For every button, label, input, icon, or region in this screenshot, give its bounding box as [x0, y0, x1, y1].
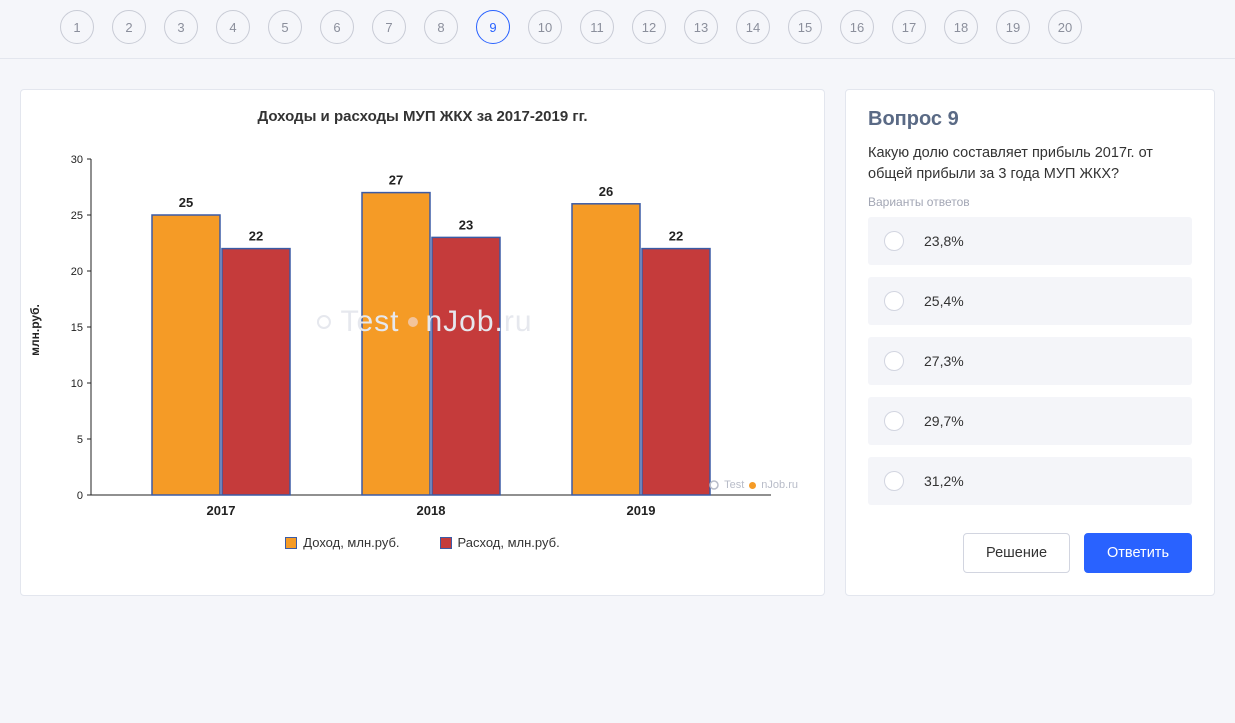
svg-text:10: 10: [71, 378, 83, 390]
radio-icon: [884, 351, 904, 371]
nav-item-14[interactable]: 14: [736, 10, 770, 44]
bar-chart: 0 5 10 15 20 25 30 25 22 2017 27 23 2018 26 22 2019: [41, 135, 781, 525]
option-label: 27,3%: [924, 353, 964, 369]
legend-label: Доход, млн.руб.: [303, 535, 399, 550]
main-content: Доходы и расходы МУП ЖКХ за 2017-2019 гг…: [0, 59, 1235, 626]
svg-text:22: 22: [669, 229, 683, 244]
nav-item-10[interactable]: 10: [528, 10, 562, 44]
radio-icon: [884, 291, 904, 311]
chart-title: Доходы и расходы МУП ЖКХ за 2017-2019 гг…: [41, 108, 804, 125]
nav-item-16[interactable]: 16: [840, 10, 874, 44]
nav-item-13[interactable]: 13: [684, 10, 718, 44]
nav-item-2[interactable]: 2: [112, 10, 146, 44]
nav-item-15[interactable]: 15: [788, 10, 822, 44]
question-nav: 1234567891011121314151617181920: [0, 0, 1235, 59]
legend-swatch: [440, 537, 452, 549]
question-title: Вопрос 9: [868, 108, 1192, 131]
radio-icon: [884, 471, 904, 491]
nav-item-20[interactable]: 20: [1048, 10, 1082, 44]
svg-text:20: 20: [71, 266, 83, 278]
svg-text:2017: 2017: [207, 503, 236, 518]
options-label: Варианты ответов: [868, 195, 1192, 209]
submit-button[interactable]: Ответить: [1084, 533, 1192, 573]
svg-text:5: 5: [77, 434, 83, 446]
nav-item-18[interactable]: 18: [944, 10, 978, 44]
radio-icon: [884, 231, 904, 251]
nav-item-9[interactable]: 9: [476, 10, 510, 44]
svg-text:0: 0: [77, 490, 83, 502]
svg-text:23: 23: [459, 217, 473, 232]
svg-text:25: 25: [71, 210, 83, 222]
chart-wrap: млн.руб. Test nJob.ru 051015202530252220…: [41, 135, 804, 525]
answer-option-5[interactable]: 31,2%: [868, 457, 1192, 505]
answer-option-2[interactable]: 25,4%: [868, 277, 1192, 325]
nav-item-5[interactable]: 5: [268, 10, 302, 44]
nav-item-4[interactable]: 4: [216, 10, 250, 44]
svg-text:26: 26: [599, 184, 613, 199]
svg-text:15: 15: [71, 322, 83, 334]
answer-option-1[interactable]: 23,8%: [868, 217, 1192, 265]
nav-item-6[interactable]: 6: [320, 10, 354, 44]
option-label: 29,7%: [924, 413, 964, 429]
answer-option-3[interactable]: 27,3%: [868, 337, 1192, 385]
svg-text:30: 30: [71, 154, 83, 166]
answer-option-4[interactable]: 29,7%: [868, 397, 1192, 445]
button-row: Решение Ответить: [868, 533, 1192, 573]
nav-item-11[interactable]: 11: [580, 10, 614, 44]
option-label: 23,8%: [924, 233, 964, 249]
svg-text:22: 22: [249, 229, 263, 244]
legend-item: Доход, млн.руб.: [285, 535, 399, 550]
svg-text:2018: 2018: [417, 503, 446, 518]
question-text: Какую долю составляет прибыль 2017г. от …: [868, 143, 1192, 185]
option-label: 25,4%: [924, 293, 964, 309]
nav-item-19[interactable]: 19: [996, 10, 1030, 44]
chart-card: Доходы и расходы МУП ЖКХ за 2017-2019 гг…: [20, 89, 825, 596]
y-axis-label: млн.руб.: [28, 304, 42, 356]
nav-item-17[interactable]: 17: [892, 10, 926, 44]
options-list: 23,8% 25,4% 27,3% 29,7% 31,2%: [868, 217, 1192, 505]
svg-text:2019: 2019: [627, 503, 656, 518]
legend-label: Расход, млн.руб.: [458, 535, 560, 550]
nav-item-12[interactable]: 12: [632, 10, 666, 44]
legend-item: Расход, млн.руб.: [440, 535, 560, 550]
radio-icon: [884, 411, 904, 431]
question-card: Вопрос 9 Какую долю составляет прибыль 2…: [845, 89, 1215, 596]
nav-item-1[interactable]: 1: [60, 10, 94, 44]
nav-item-7[interactable]: 7: [372, 10, 406, 44]
svg-text:25: 25: [179, 195, 193, 210]
nav-item-3[interactable]: 3: [164, 10, 198, 44]
nav-item-8[interactable]: 8: [424, 10, 458, 44]
legend-swatch: [285, 537, 297, 549]
solution-button[interactable]: Решение: [963, 533, 1070, 573]
option-label: 31,2%: [924, 473, 964, 489]
svg-text:27: 27: [389, 173, 403, 188]
watermark-small: Test nJob.ru: [708, 479, 798, 491]
chart-legend: Доход, млн.руб. Расход, млн.руб.: [41, 535, 804, 550]
